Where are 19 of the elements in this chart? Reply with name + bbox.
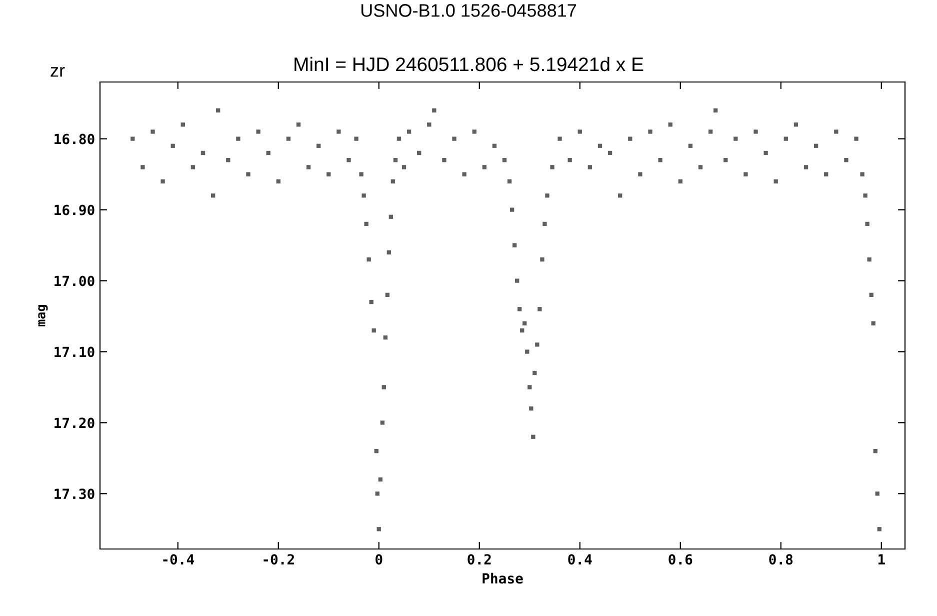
x-axis-title: Phase (482, 572, 523, 584)
x-tick-label: -0.2 (264, 554, 294, 565)
x-tick-label: 0.2 (468, 554, 491, 565)
chart-title: USNO-B1.0 1526-0458817 (361, 4, 576, 17)
y-tick-label: 16.90 (54, 204, 94, 216)
x-tick-label: 0.8 (769, 554, 793, 565)
x-tick-label: 1 (878, 554, 885, 564)
x-tick-label: 0 (376, 554, 382, 565)
text: zr (50, 66, 65, 77)
y-tick-label: 17.10 (54, 346, 94, 358)
x-tick-label: 0.4 (568, 554, 592, 565)
x-tick-label: 0.6 (668, 554, 692, 565)
y-tick-label: 17.20 (54, 418, 94, 428)
y-tick-label: 17.30 (54, 488, 94, 500)
y-axis-title: mag (38, 305, 48, 326)
chart-subtitle: MinI = HJD 2460511.806 + 5.19421d x E (294, 56, 644, 72)
x-tick-label: -0.4 (163, 554, 194, 565)
y-tick-label: 16.80 (54, 134, 94, 144)
y-tick-label: 17.00 (54, 276, 94, 286)
